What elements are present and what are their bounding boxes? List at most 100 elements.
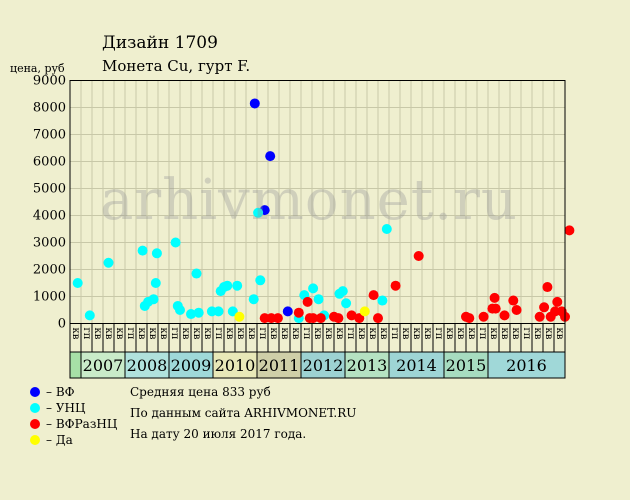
x-quarter-label: кв	[246, 328, 257, 340]
legend-item: – Да	[30, 432, 117, 448]
x-quarter-label: кв	[224, 328, 235, 340]
notes: Средняя цена 833 руб По данным сайта ARH…	[130, 382, 356, 445]
x-quarter-label: кв	[543, 328, 554, 340]
data-point	[84, 310, 95, 321]
year-label: 2007	[83, 356, 124, 375]
x-quarter-label: кв	[312, 328, 323, 340]
x-quarter-label: кв	[378, 328, 389, 340]
data-point	[293, 307, 304, 318]
data-point	[313, 294, 324, 305]
y-tick-label: 5000	[33, 182, 66, 197]
data-point	[72, 278, 83, 288]
legend: – ВФ – УНЦ – ВФРазНЦ – Да	[30, 384, 117, 448]
x-quarter-label: кв	[334, 328, 345, 340]
data-point	[333, 313, 344, 324]
year-label: 2012	[303, 356, 344, 375]
data-point	[170, 237, 181, 248]
year-band-cell	[344, 351, 390, 379]
x-quarter-label: кв	[532, 328, 543, 340]
legend-label: – Да	[46, 433, 73, 447]
data-point	[282, 306, 293, 317]
data-point	[186, 309, 196, 320]
y-tick-label: 8000	[33, 101, 66, 116]
data-point	[511, 305, 522, 315]
data-point	[552, 296, 563, 307]
data-point	[381, 224, 392, 234]
y-tick-label: 3000	[33, 236, 66, 251]
year-label: 2014	[396, 356, 437, 375]
x-quarter-label: кв	[455, 328, 466, 340]
year-label: 2011	[259, 356, 300, 375]
y-tick-label: 4000	[33, 209, 66, 224]
x-quarter-label: кв	[180, 328, 191, 340]
x-quarter-label: гп	[169, 328, 180, 340]
legend-item: – ВФ	[30, 384, 117, 400]
x-quarter-label: кв	[488, 328, 499, 340]
year-band-cell	[256, 351, 302, 379]
data-point	[302, 296, 313, 307]
chart-title: Дизайн 1709	[102, 33, 218, 53]
x-quarter-label: кв	[268, 328, 279, 340]
data-point	[508, 295, 519, 306]
year-label: 2013	[347, 356, 388, 375]
data-point	[337, 286, 348, 297]
x-quarter-label: кв	[400, 328, 411, 340]
data-point	[137, 245, 148, 256]
data-point	[148, 294, 159, 305]
x-quarter-label: гп	[433, 328, 444, 340]
x-quarter-label: кв	[279, 328, 290, 340]
x-quarter-label: кв	[422, 328, 433, 340]
y-tick-label: 9000	[33, 74, 66, 89]
x-quarter-label: кв	[323, 328, 334, 340]
data-point	[413, 251, 424, 261]
data-point	[489, 292, 500, 303]
x-quarter-label: кв	[136, 328, 147, 340]
year-label: 2008	[127, 356, 168, 375]
data-point	[315, 313, 326, 324]
year-label: 2009	[171, 356, 212, 375]
data-point	[390, 280, 401, 291]
year-band-cell	[80, 351, 126, 379]
year-band-cell	[487, 351, 566, 379]
data-point	[175, 305, 185, 315]
y-tick-label: 0	[58, 317, 66, 332]
data-point	[253, 207, 264, 218]
x-quarter-label: кв	[444, 328, 455, 340]
data-point	[534, 311, 545, 322]
data-point	[213, 306, 224, 317]
legend-label: – ВФРазНЦ	[46, 417, 118, 431]
data-point	[490, 303, 501, 314]
data-point	[377, 295, 388, 306]
data-point	[265, 151, 276, 162]
data-point	[232, 280, 243, 291]
data-point	[464, 313, 475, 324]
data-point	[272, 313, 283, 324]
x-quarter-label: кв	[367, 328, 378, 340]
year-label: 2015	[446, 356, 487, 375]
legend-item: – ВФРазНЦ	[30, 416, 117, 432]
y-tick-label: 6000	[33, 155, 66, 170]
legend-dot-icon	[30, 387, 40, 397]
data-point	[373, 313, 383, 324]
x-quarter-label: гп	[389, 328, 400, 340]
year-label: 2016	[506, 356, 547, 375]
x-quarter-label: кв	[92, 328, 103, 340]
year-label: 2010	[215, 356, 256, 375]
note-source: По данным сайта ARHIVMONET.RU	[130, 406, 357, 420]
year-band-cell	[388, 351, 445, 379]
y-axis-label: цена, руб	[10, 62, 65, 75]
x-quarter-label: кв	[290, 328, 301, 340]
x-quarter-label: кв	[356, 328, 367, 340]
y-tick-label: 1000	[33, 290, 66, 305]
chart-subtitle: Монета Cu, гурт F.	[102, 57, 251, 75]
x-quarter-label: кв	[554, 328, 565, 340]
x-quarter-label: кв	[147, 328, 158, 340]
watermark: arhivmonet.ru	[100, 168, 518, 233]
data-point	[354, 313, 365, 324]
legend-dot-icon	[30, 419, 40, 429]
y-tick-label: 2000	[33, 263, 66, 278]
x-quarter-label: гп	[213, 328, 224, 340]
data-point	[248, 294, 259, 305]
data-point	[227, 306, 238, 317]
data-points	[72, 98, 575, 324]
